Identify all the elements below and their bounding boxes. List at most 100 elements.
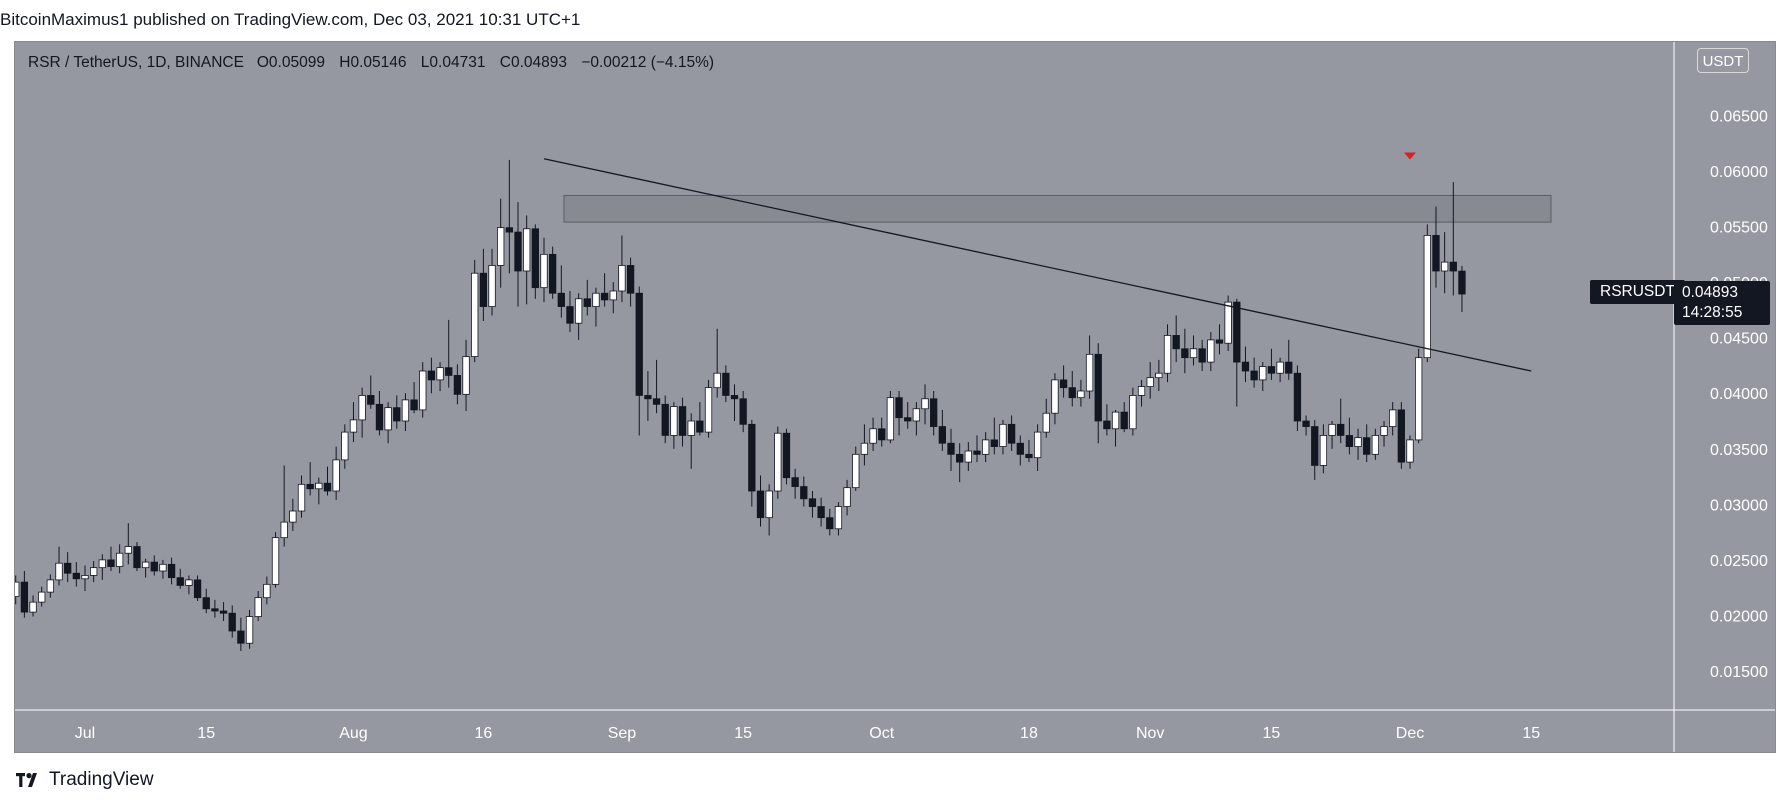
candle — [1059, 365, 1068, 398]
legend-low-value: 0.04731 — [429, 54, 486, 71]
candle — [1129, 387, 1137, 436]
candle — [0, 507, 2, 603]
price-tick-label: 0.02500 — [1710, 553, 1768, 570]
candle-body — [323, 482, 332, 492]
candle — [263, 576, 271, 605]
candle-body — [38, 591, 46, 603]
legend-open-value: 0.05099 — [268, 54, 325, 71]
candle-body — [523, 228, 531, 272]
candle — [245, 609, 254, 649]
candle — [514, 202, 522, 307]
candle-body — [1120, 411, 1128, 430]
candle — [453, 364, 462, 405]
candle-body — [1224, 301, 1232, 344]
candle-body — [55, 562, 63, 581]
candle-body — [332, 459, 340, 492]
brand-name: TradingView — [49, 769, 154, 790]
candle — [306, 462, 314, 496]
candle — [46, 574, 55, 598]
legend-symbol: RSR / TetherUS, 1D, BINANCE — [28, 54, 244, 71]
candle — [1440, 232, 1449, 294]
candle — [791, 468, 799, 499]
candle-body — [1259, 366, 1267, 381]
candle-body — [1215, 339, 1224, 344]
candle-body — [471, 272, 479, 357]
price-tick-label: 0.04500 — [1710, 331, 1768, 348]
candle — [1250, 357, 1258, 388]
candle — [540, 237, 548, 303]
candle-body — [592, 292, 600, 307]
candle-body — [1371, 435, 1380, 455]
candle — [488, 248, 496, 316]
candle-body — [1406, 439, 1414, 463]
candle-body — [263, 583, 271, 599]
bar-countdown: 14:28:55 — [1682, 304, 1743, 321]
candle-body — [514, 231, 522, 272]
price-tick-label: 0.03000 — [1710, 497, 1768, 514]
candle — [644, 371, 652, 421]
candle — [167, 557, 176, 585]
candle — [1198, 339, 1206, 371]
legend-high-value: 0.05146 — [350, 54, 407, 71]
candle-body — [626, 265, 635, 294]
candle — [133, 542, 141, 571]
candle — [72, 562, 80, 587]
candle-body — [895, 397, 903, 419]
time-tick-label: 16 — [474, 725, 492, 742]
candle — [618, 235, 626, 303]
candle — [150, 555, 158, 576]
candle — [523, 215, 531, 305]
candle-body — [401, 399, 410, 422]
candle-body — [20, 581, 29, 613]
candle — [332, 446, 340, 500]
currency-unit-button[interactable]: USDT — [1697, 48, 1749, 73]
candle-body — [1111, 411, 1120, 430]
candle-body — [791, 477, 799, 487]
candle — [1267, 348, 1276, 380]
candle-body — [860, 442, 869, 455]
candle-body — [211, 608, 219, 612]
candle — [999, 419, 1007, 455]
candle — [297, 475, 306, 518]
candle — [964, 442, 972, 471]
candle — [1042, 398, 1050, 438]
candle — [90, 561, 98, 583]
candle-body — [462, 356, 470, 395]
candle — [1345, 417, 1354, 455]
candle — [826, 508, 834, 536]
candle — [367, 375, 375, 409]
candle — [1155, 359, 1163, 391]
candle-body — [193, 579, 202, 599]
candle — [384, 402, 392, 444]
candle — [1051, 373, 1059, 425]
candle — [808, 491, 817, 518]
candle — [1007, 415, 1016, 451]
candle-body — [869, 428, 877, 444]
candle-body — [176, 577, 184, 586]
candle — [895, 391, 903, 436]
candle — [531, 224, 539, 299]
candle-body — [696, 420, 704, 433]
candle — [1380, 421, 1388, 447]
candle — [55, 546, 63, 586]
candle — [678, 397, 687, 447]
tradingview-brand[interactable]: TradingView — [16, 769, 154, 791]
candle — [852, 446, 860, 491]
legend-close-label: C — [499, 54, 511, 71]
candle — [1016, 435, 1024, 466]
price-tick-label: 0.04000 — [1710, 386, 1768, 403]
candle-body — [107, 559, 115, 567]
candle-body — [228, 612, 236, 632]
candle-body — [341, 431, 349, 461]
candle — [548, 246, 557, 299]
candle-body — [1293, 372, 1302, 422]
candle-body — [150, 561, 158, 572]
candle-body — [410, 399, 418, 411]
candle — [410, 382, 418, 414]
candle-body — [1233, 301, 1241, 363]
candle-body — [1397, 409, 1405, 463]
candle — [1103, 404, 1111, 436]
candle-body — [774, 432, 782, 492]
plot-background — [15, 42, 1674, 710]
